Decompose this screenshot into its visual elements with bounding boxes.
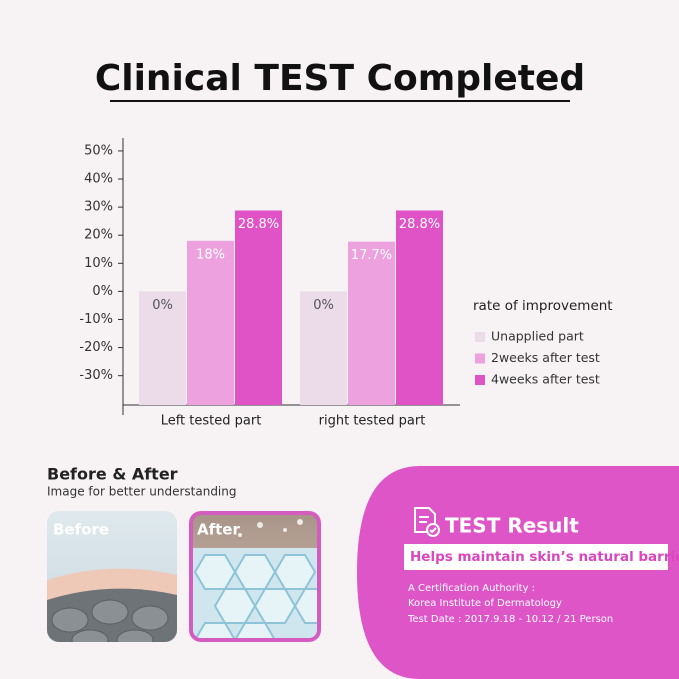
y-tick-label: 10%: [84, 256, 113, 271]
y-tick-label: 50%: [84, 143, 113, 158]
value-label: 18%: [196, 247, 225, 262]
legend-swatch: [475, 375, 485, 385]
bar: [396, 210, 443, 405]
result-claim: Helps maintain skin’s natural barrier: [410, 549, 679, 565]
x-tick-label: Left tested part: [161, 414, 262, 429]
after-image: [193, 515, 317, 638]
legend-label: 2weeks after test: [491, 350, 600, 365]
legend-label: 4weeks after test: [491, 372, 600, 387]
x-tick-label: right tested part: [319, 414, 426, 429]
result-panel: [357, 466, 679, 679]
value-label: 28.8%: [399, 217, 440, 232]
y-tick-label: 40%: [84, 172, 113, 187]
before-image: [47, 511, 177, 642]
y-tick-label: -30%: [79, 368, 113, 383]
result-line: A Certification Authority :: [408, 583, 535, 594]
page-title: Clinical TEST Completed: [95, 58, 585, 99]
result-line: Test Date : 2017.9.18 - 10.12 / 21 Perso…: [407, 614, 613, 625]
before-after-title: Before & After: [47, 465, 178, 484]
value-label: 17.7%: [351, 248, 392, 263]
value-label: 28.8%: [238, 217, 279, 232]
before-after-subtitle: Image for better understanding: [47, 485, 237, 499]
before-label: Before: [53, 521, 109, 539]
legend-title: rate of improvement: [473, 298, 613, 314]
bar: [348, 241, 395, 405]
chart: 50% 40% 30% 20% 10% 0% -10% -20% -30% 0% 18% 28.8% L…: [79, 138, 613, 429]
legend-swatch: [475, 353, 485, 364]
result-line: Korea Institute of Dermatology: [408, 598, 562, 609]
y-tick-label: 20%: [84, 228, 113, 243]
result-icon: [414, 507, 440, 537]
claim-box: [404, 544, 668, 570]
value-label: 0%: [152, 298, 173, 313]
after-label: After: [197, 521, 240, 539]
y-tick-label: 30%: [84, 200, 113, 215]
y-tick-label: -20%: [79, 340, 113, 355]
y-tick-label: -10%: [79, 312, 113, 327]
bar: [235, 210, 282, 405]
legend-label: Unapplied part: [491, 329, 584, 344]
legend-swatch: [475, 332, 485, 342]
result-title: TEST Result: [445, 514, 579, 538]
y-tick-label: 0%: [92, 284, 113, 299]
bar: [300, 291, 347, 405]
bar: [187, 240, 234, 405]
value-label: 0%: [313, 298, 334, 313]
bar: [139, 291, 186, 405]
